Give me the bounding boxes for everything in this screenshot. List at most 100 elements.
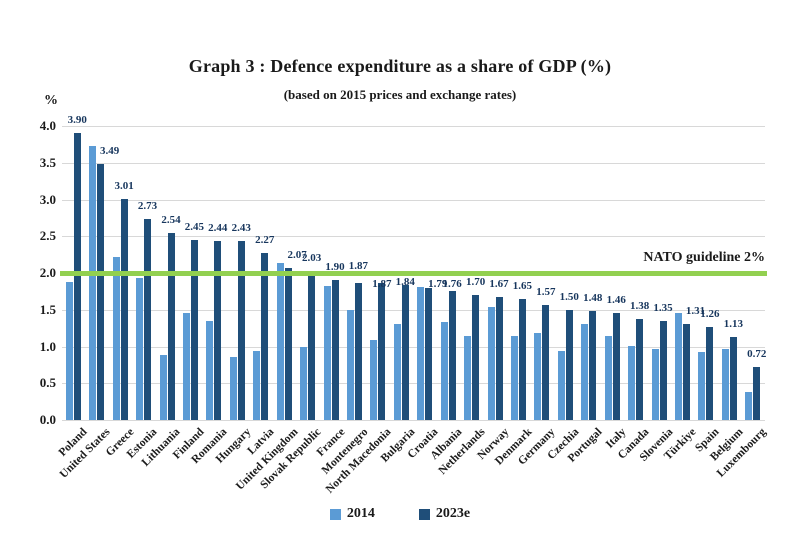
- value-label-spain: 1.26: [700, 308, 720, 321]
- value-label-slovenia: 1.35: [653, 301, 673, 314]
- bar-2014-netherlands: [464, 335, 472, 420]
- y-tick-0.5: 0.5: [39, 375, 56, 391]
- bar-2014-germany: [534, 333, 542, 420]
- bar-2023e-estonia: [144, 219, 151, 420]
- bar-2014-poland: [65, 281, 73, 420]
- value-label-czechia: 1.50: [559, 290, 579, 303]
- bar-2014-finland: [182, 313, 190, 420]
- value-label-turkiye: 1.31: [685, 304, 706, 317]
- bar-2023e-hungary: [237, 241, 245, 420]
- bar-2014-denmark: [510, 335, 518, 420]
- bar-2023e-netherlands: [472, 295, 480, 420]
- bar-2023e-north-macedonia: [378, 282, 386, 420]
- bar-2023e-bulgaria: [401, 284, 409, 420]
- value-label-denmark: 1.65: [512, 279, 533, 292]
- bar-2023e-greece: [120, 198, 128, 420]
- bar-2014-belgium: [721, 348, 729, 420]
- value-label-montenegro: 1.87: [348, 259, 369, 272]
- legend-swatch-2023e: [418, 508, 430, 520]
- value-label-lithuania: 2.54: [161, 214, 181, 227]
- gridline-0.0: [62, 420, 765, 421]
- bar-2023e-montenegro: [354, 282, 362, 420]
- value-label-canada: 1.38: [629, 299, 650, 312]
- bar-2014-united-kingdom: [276, 262, 284, 420]
- bar-2014-united-states: [89, 145, 97, 420]
- bar-2014-bulgaria: [393, 323, 401, 420]
- bar-2023e-luxembourg: [753, 367, 761, 420]
- bar-2014-norway: [487, 306, 495, 420]
- legend-item-2023e: 2023e: [418, 506, 470, 522]
- value-label-bulgaria: 1.84: [395, 275, 415, 288]
- bar-2014-lithuania: [159, 355, 167, 420]
- value-label-france: 1.90: [325, 261, 345, 274]
- bar-2014-luxembourg: [745, 392, 753, 420]
- bar-2014-france: [323, 286, 331, 420]
- y-tick-0.0: 0.0: [39, 412, 56, 427]
- bar-2014-italy: [604, 336, 612, 420]
- value-label-belgium: 1.13: [723, 317, 744, 330]
- bar-2023e-lithuania: [167, 233, 175, 420]
- bar-2023e-turkiye: [683, 323, 690, 420]
- value-label-netherlands: 1.70: [465, 276, 486, 289]
- bar-2023e-belgium: [729, 336, 737, 420]
- gridline-1.0: [62, 346, 765, 348]
- y-tick-3.0: 3.0: [39, 191, 56, 207]
- y-tick-2.0: 2.0: [39, 265, 56, 280]
- chart-title: Graph 3 : Defence expenditure as a share…: [188, 56, 612, 76]
- value-label-germany: 1.57: [536, 285, 556, 298]
- y-axis-unit-label: %: [44, 93, 58, 108]
- bar-2014-montenegro: [346, 309, 354, 420]
- value-label-slovak-republic: 2.03: [301, 251, 322, 264]
- bar-2023e-croatia: [425, 288, 433, 420]
- bar-2023e-norway: [495, 297, 503, 420]
- value-label-italy: 1.46: [606, 293, 626, 306]
- nato-guideline-label: NATO guideline 2%: [643, 250, 765, 265]
- legend-swatch-2014: [329, 508, 341, 520]
- value-label-united-states: 3.49: [99, 144, 120, 157]
- bar-2014-turkiye: [675, 313, 682, 420]
- legend-label-2014: 2014: [346, 506, 375, 521]
- bar-2014-north-macedonia: [370, 339, 378, 420]
- gridline-4.0: [62, 126, 765, 127]
- bar-2023e-portugal: [589, 311, 597, 420]
- bar-2023e-latvia: [261, 253, 269, 420]
- bar-2014-estonia: [136, 278, 143, 420]
- bar-2014-slovenia: [651, 348, 659, 420]
- value-label-united-kingdom: 2.07: [287, 248, 307, 261]
- bar-2023e-czechia: [565, 309, 573, 420]
- gridline-3.0: [62, 199, 765, 201]
- y-tick-4.0: 4.0: [39, 118, 56, 133]
- bar-2023e-france: [331, 280, 339, 420]
- bar-2014-latvia: [253, 350, 261, 420]
- gridline-3.5: [62, 162, 765, 164]
- legend: 2014 2023e: [0, 506, 800, 522]
- bar-2023e-romania: [214, 240, 222, 420]
- value-label-poland: 3.90: [67, 114, 87, 127]
- bar-2014-canada: [628, 345, 636, 420]
- value-label-north-macedonia: 1.87: [372, 277, 392, 290]
- value-label-portugal: 1.48: [583, 292, 603, 305]
- bar-2014-greece: [112, 256, 120, 420]
- bar-2023e-germany: [542, 304, 550, 420]
- y-tick-3.5: 3.5: [39, 154, 56, 170]
- value-label-hungary: 2.43: [231, 222, 251, 235]
- value-label-latvia: 2.27: [255, 234, 275, 247]
- bar-2023e-italy: [612, 312, 620, 420]
- value-label-croatia: 1.79: [428, 278, 448, 291]
- value-label-romania: 2.44: [208, 221, 228, 234]
- y-tick-1.0: 1.0: [39, 338, 56, 354]
- bar-2023e-finland: [190, 239, 198, 420]
- value-label-estonia: 2.73: [137, 200, 158, 213]
- bar-2023e-albania: [448, 290, 456, 420]
- bar-2014-slovak-republic: [300, 347, 308, 420]
- value-label-greece: 3.01: [114, 179, 134, 192]
- bar-2014-czechia: [557, 350, 565, 420]
- bar-2014-hungary: [229, 356, 237, 420]
- bar-2014-romania: [206, 320, 214, 420]
- bar-2023e-slovak-republic: [308, 270, 316, 420]
- bar-2023e-united-states: [97, 163, 105, 420]
- bar-2023e-canada: [636, 318, 644, 420]
- bar-2023e-united-kingdom: [284, 267, 292, 420]
- value-label-albania: 1.76: [442, 277, 462, 290]
